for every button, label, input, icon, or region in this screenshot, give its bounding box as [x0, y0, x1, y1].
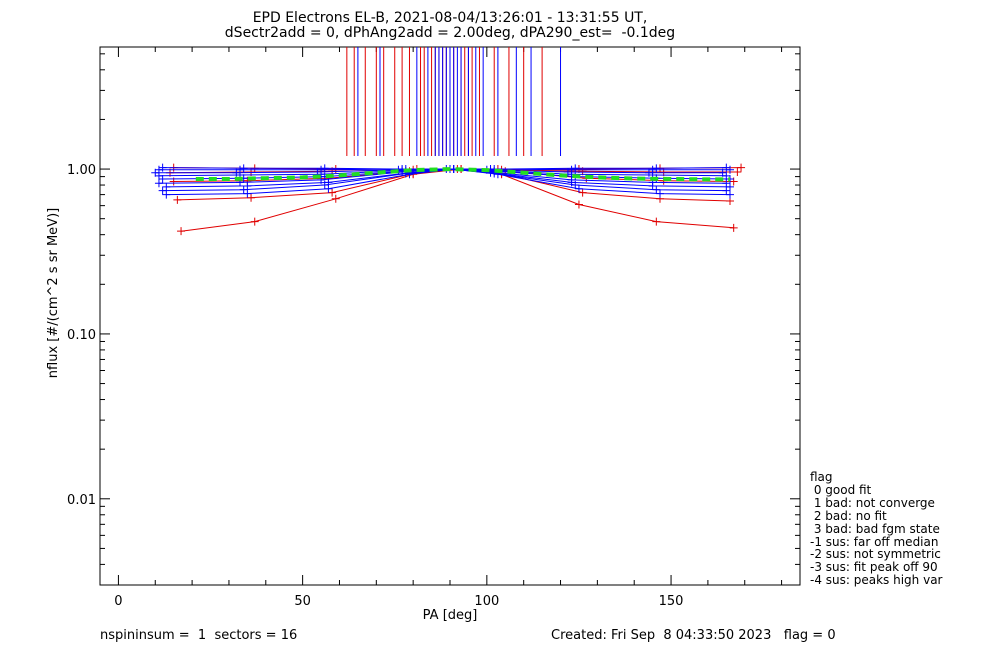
red-series-point — [652, 217, 661, 226]
fit-curve — [195, 167, 730, 182]
legend-entry: -2 sus: not symmetric — [810, 547, 941, 562]
red-series-point — [177, 227, 186, 236]
red-series-point — [328, 188, 337, 197]
blue-series-point — [656, 189, 664, 198]
chart-title-line2: dSectr2add = 0, dPhAng2add = 2.00deg, dP… — [224, 25, 676, 41]
red-series-point — [250, 217, 259, 226]
footer-created: Created: Fri Sep 8 04:33:50 2023 flag = … — [551, 628, 836, 643]
blue-series-point — [243, 181, 252, 190]
blue-series-point — [158, 163, 167, 172]
flag-legend: flag 0 good fit 1 bad: not converge 2 ba… — [810, 471, 942, 587]
blue-series-point — [158, 175, 167, 184]
red-series-point — [729, 223, 738, 232]
blue-series-point — [571, 164, 580, 173]
blue-series-point — [320, 164, 329, 173]
legend-entry: 3 bad: bad fgm state — [810, 521, 940, 536]
red-series-point — [173, 195, 182, 204]
blue-series-point — [726, 190, 734, 199]
chart-title-line1: EPD Electrons EL-B, 2021-08-04/13:26:01 … — [252, 10, 648, 26]
blue-series-point — [239, 164, 248, 173]
blue-series-point — [154, 165, 163, 174]
y-axis-label: nflux [#/(cm^2 s sr MeV)] — [46, 208, 61, 378]
blue-series-point — [243, 189, 252, 198]
blue-series-point — [567, 165, 576, 174]
blue-series-point — [652, 164, 661, 173]
blue-series-point — [722, 163, 731, 172]
red-series-point — [247, 193, 256, 202]
red-series-point — [733, 167, 742, 176]
blue-series-point — [726, 165, 734, 174]
blue-series-point — [324, 178, 333, 187]
red-series-point — [737, 163, 746, 172]
legend-entry: -3 sus: fit peak off 90 — [810, 560, 938, 575]
x-tick-label: 100 — [474, 594, 499, 609]
blue-series-point — [722, 186, 731, 195]
blue-series-point — [722, 179, 731, 188]
blue-series-point — [648, 165, 657, 174]
legend-entry: 2 bad: no fit — [810, 508, 887, 523]
y-tick-label: 0.01 — [67, 493, 96, 508]
y-tick-label: 0.10 — [67, 328, 96, 343]
legend-entry: 1 bad: not converge — [810, 495, 935, 510]
legend-entry: 0 good fit — [810, 482, 872, 497]
red-series-point — [578, 188, 587, 197]
blue-series-point — [154, 179, 163, 188]
x-axis-label: PA [deg] — [423, 608, 478, 623]
blue-series-point — [158, 186, 167, 195]
blue-series-point — [236, 165, 244, 174]
red-series-point — [331, 194, 340, 203]
y-tick-label: 1.00 — [67, 163, 96, 178]
x-tick-label: 50 — [294, 594, 311, 609]
blue-series-point — [162, 190, 171, 199]
legend-entry: -1 sus: far off median — [810, 534, 939, 549]
red-series-point — [574, 200, 583, 209]
x-tick-label: 150 — [659, 594, 684, 609]
legend-entry: -4 sus: peaks high var — [810, 573, 943, 588]
blue-series-point — [726, 182, 734, 191]
blue-series-point — [652, 185, 661, 194]
blue-series-point — [574, 184, 583, 193]
legend-entry: flag — [810, 470, 833, 484]
blue-series-point — [162, 182, 171, 191]
blue-series-point — [239, 185, 248, 194]
blue-series-point — [317, 165, 326, 174]
footer-info: nspininsum = 1 sectors = 16 — [100, 628, 298, 643]
x-tick-label: 0 — [114, 594, 122, 609]
